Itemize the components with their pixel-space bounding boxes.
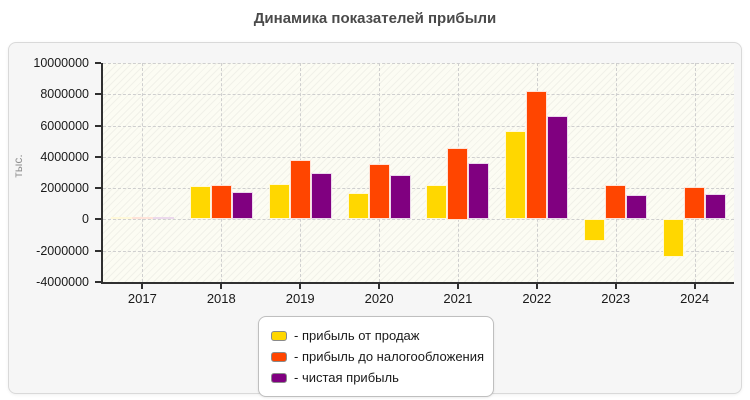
y-tick-label: 10000000 [33, 56, 89, 70]
bar [547, 116, 569, 220]
y-tick-mark [95, 218, 101, 221]
bar [289, 160, 311, 220]
bar [626, 195, 648, 220]
h-gridline [103, 282, 734, 283]
bar [426, 185, 448, 220]
y-axis: 10000000 8000000 6000000 4000000 2000000 0 -20… [9, 56, 101, 289]
v-gridline [615, 63, 617, 282]
bar [152, 217, 174, 220]
bar [605, 185, 627, 220]
legend: - прибыль от продаж - прибыль до налогооб… [258, 316, 494, 397]
x-tick-label: 2018 [206, 291, 236, 306]
legend-items: - прибыль от продаж - прибыль до налогооб… [271, 325, 485, 388]
y-tick-label: -4000000 [36, 275, 89, 289]
legend-label: - прибыль до налогообложения [294, 349, 485, 364]
x-tick-label: 2019 [285, 291, 315, 306]
bar [210, 185, 232, 220]
bar [347, 192, 369, 220]
y-tick-mark [95, 124, 101, 127]
legend-label: - чистая прибыль [294, 370, 399, 385]
y-tick-mark [95, 281, 101, 283]
legend-swatch [271, 330, 287, 341]
v-gridline [221, 63, 223, 282]
x-axis: 2017 2018 2019 2020 2021 2022 2023 2024 [101, 284, 734, 310]
y-tick-mark [95, 187, 101, 190]
x-tick-label: 2024 [680, 291, 710, 306]
x-tick-mark [456, 284, 459, 289]
y-tick-mark [95, 155, 101, 158]
chart-panel: тыс. 10000000 8000000 6000000 4000000 200000… [8, 42, 742, 397]
x-tick-label: 2022 [522, 291, 552, 306]
bar [663, 219, 685, 257]
bar [684, 186, 706, 220]
bar [705, 193, 727, 220]
bar [368, 163, 390, 220]
x-tick-mark [614, 284, 617, 289]
bar [231, 192, 253, 220]
y-tick-label: 2000000 [40, 181, 89, 196]
x-tick-label: 2023 [601, 291, 631, 306]
y-tick-mark [95, 249, 101, 252]
x-tick-mark [378, 284, 381, 289]
legend-swatch [271, 351, 287, 362]
bar [110, 217, 132, 220]
y-tick-label: 4000000 [40, 149, 89, 164]
y-tick-label: 6000000 [40, 118, 89, 133]
bar [310, 172, 332, 220]
v-gridline [142, 63, 144, 282]
x-tick-label: 2017 [127, 291, 157, 306]
h-gridline [103, 125, 734, 127]
y-tick-label: 0 [82, 212, 89, 227]
v-gridline [694, 63, 696, 282]
x-tick-label: 2020 [364, 291, 394, 306]
x-tick-label: 2021 [443, 291, 473, 306]
bar [584, 219, 606, 242]
bar [526, 91, 548, 220]
bar [468, 163, 490, 220]
x-tick-mark [141, 284, 144, 289]
legend-item: - чистая прибыль [271, 367, 481, 388]
chart-title: Динамика показателей прибыли [253, 10, 497, 27]
h-gridline [103, 94, 734, 96]
h-gridline [103, 219, 734, 221]
x-tick-mark [220, 284, 223, 289]
h-gridline [103, 188, 734, 190]
h-gridline [103, 63, 734, 64]
bar [268, 184, 290, 220]
x-tick-mark [299, 284, 302, 289]
h-gridline [103, 250, 734, 252]
h-gridline [103, 156, 734, 158]
legend-swatch [271, 372, 287, 383]
legend-item: - прибыль от продаж [271, 325, 481, 346]
y-tick-label: -2000000 [36, 243, 89, 258]
bar [505, 131, 527, 220]
y-tick-mark [95, 62, 101, 64]
legend-item: - прибыль до налогообложения [271, 346, 485, 367]
bar [389, 174, 411, 220]
y-tick-label: 8000000 [40, 87, 89, 102]
x-tick-mark [693, 284, 696, 289]
x-tick-mark [535, 284, 538, 289]
bar [189, 185, 211, 220]
y-tick-mark [95, 93, 101, 96]
plot-area [101, 63, 734, 284]
legend-label: - прибыль от продаж [294, 328, 420, 343]
bar [447, 147, 469, 220]
bar [131, 216, 153, 220]
